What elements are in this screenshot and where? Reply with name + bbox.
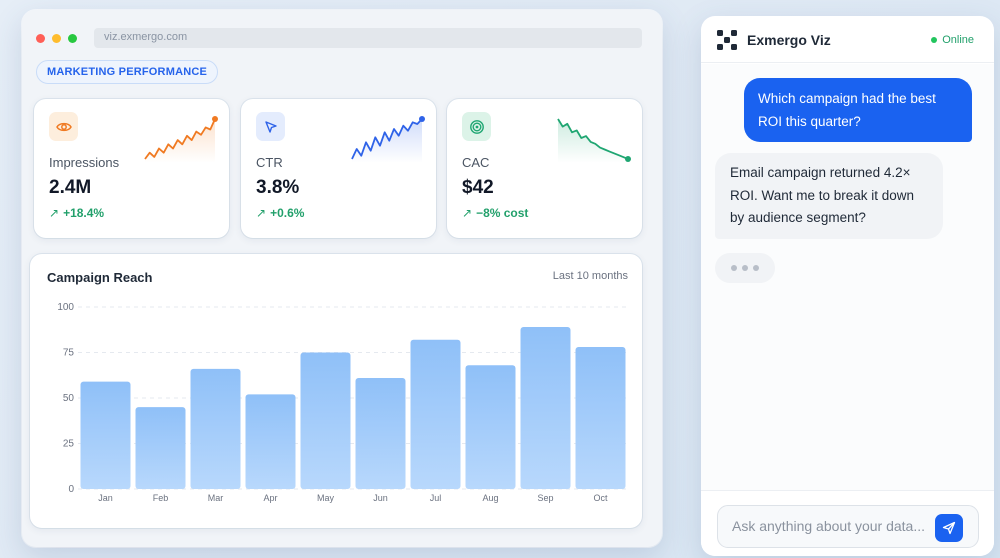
chart-title: Campaign Reach (47, 270, 153, 285)
kpi-value: $42 (462, 177, 494, 198)
kpi-delta-text: −8% cost (476, 206, 529, 220)
y-tick-label: 0 (68, 484, 74, 495)
maximize-window-dot[interactable] (68, 34, 77, 43)
kpi-delta: ↗ +18.4% (49, 206, 104, 220)
kpi-delta-text: +0.6% (270, 206, 305, 220)
sparkline-line (557, 118, 629, 160)
arrow-up-right-icon: ↗ (49, 206, 60, 220)
arrow-up-right-icon: ↗ (256, 206, 267, 220)
kpi-label: Impressions (49, 155, 120, 170)
kpi-delta-text: +18.4% (63, 206, 105, 220)
chat-input[interactable] (732, 518, 932, 534)
kpi-value: 2.4M (49, 177, 92, 198)
chart-period-label[interactable]: Last 10 months (552, 270, 628, 282)
x-tick-label: Sep (537, 493, 553, 503)
bar-mar[interactable] (190, 368, 241, 489)
x-tick-label: Jan (98, 493, 113, 503)
kpi-delta: ↗ +0.6% (256, 206, 304, 220)
sparkline-line (144, 118, 216, 160)
typing-dot (731, 265, 737, 271)
y-tick-label: 25 (63, 439, 75, 450)
sparkline-endpoint (212, 116, 218, 122)
x-tick-label: Jun (373, 493, 388, 503)
kpi-label: CAC (462, 155, 490, 170)
sparkline-line (351, 118, 423, 160)
kpi-card-ctr[interactable]: CTR 3.8% ↗ +0.6% (241, 99, 436, 238)
sparkline (557, 118, 631, 163)
kpi-delta: ↗ −8% cost (462, 206, 528, 220)
minimize-window-dot[interactable] (52, 34, 61, 43)
sparkline (144, 116, 218, 163)
x-tick-label: Jul (430, 493, 442, 503)
arrow-up-right-icon: ↗ (462, 206, 473, 220)
status-badge: Online (931, 34, 974, 46)
sparkline-area (352, 119, 422, 163)
kpi-value: 3.8% (256, 177, 300, 198)
bar-chart: 0 25 50 75 100 Jan Feb Mar Apr May Jun Jul Aug Sep Oct (57, 302, 628, 503)
chat-panel: Exmergo Viz Online Which campaign had th… (701, 16, 994, 556)
y-tick-label: 75 (63, 348, 75, 359)
x-tick-label: Mar (208, 493, 224, 503)
user-message: Which campaign had the best ROI this qua… (744, 78, 972, 142)
typing-dot (742, 265, 748, 271)
address-bar[interactable]: viz.exmergo.com (94, 28, 642, 48)
sparkline-endpoint (419, 116, 425, 122)
bar-jun[interactable] (355, 377, 406, 489)
status-text: Online (942, 34, 974, 46)
close-window-dot[interactable] (36, 34, 45, 43)
chat-header: Exmergo Viz Online (701, 16, 994, 63)
kpi-label: CTR (256, 155, 283, 170)
send-icon (942, 521, 956, 535)
x-tick-label: Feb (153, 493, 169, 503)
sparkline-endpoint (625, 156, 631, 162)
x-tick-label: May (317, 493, 335, 503)
section-pill: MARKETING PERFORMANCE (36, 60, 219, 84)
online-dot-icon (931, 37, 938, 43)
x-tick-label: Oct (593, 493, 608, 503)
bar-feb[interactable] (135, 407, 186, 489)
bar-oct[interactable] (575, 347, 626, 489)
x-tick-label: Apr (263, 493, 277, 503)
send-button[interactable] (935, 514, 963, 542)
bar-jul[interactable] (410, 339, 461, 489)
bar-aug[interactable] (465, 365, 516, 489)
y-tick-label: 100 (57, 302, 74, 313)
sparkline (351, 116, 425, 163)
kpi-card-cac[interactable]: CAC $42 ↗ −8% cost (447, 99, 642, 238)
browser-window: viz.exmergo.com MARKETING PERFORMANCE Im… (22, 10, 662, 547)
y-tick-label: 50 (63, 393, 75, 404)
window-controls (36, 34, 77, 43)
x-tick-label: Aug (482, 493, 498, 503)
assistant-message: Email campaign returned 4.2× ROI. Want m… (715, 153, 943, 239)
target-icon (462, 112, 491, 141)
cursor-icon (256, 112, 285, 141)
chat-messages: Which campaign had the best ROI this qua… (701, 64, 994, 490)
chat-footer (701, 490, 994, 556)
chat-input-box (717, 505, 979, 548)
kpi-card-impressions[interactable]: Impressions 2.4M ↗ +18.4% (34, 99, 229, 238)
eye-icon (49, 112, 78, 141)
bar-sep[interactable] (520, 327, 571, 489)
bar-jan[interactable] (80, 381, 131, 489)
chat-title: Exmergo Viz (747, 32, 831, 48)
campaign-reach-card: Campaign Reach Last 10 months 0 25 50 75 100… (30, 254, 642, 528)
typing-dot (753, 265, 759, 271)
typing-indicator (715, 253, 775, 283)
exmergo-logo-icon (717, 30, 737, 50)
bar-may[interactable] (300, 352, 351, 490)
bar-apr[interactable] (245, 394, 296, 489)
